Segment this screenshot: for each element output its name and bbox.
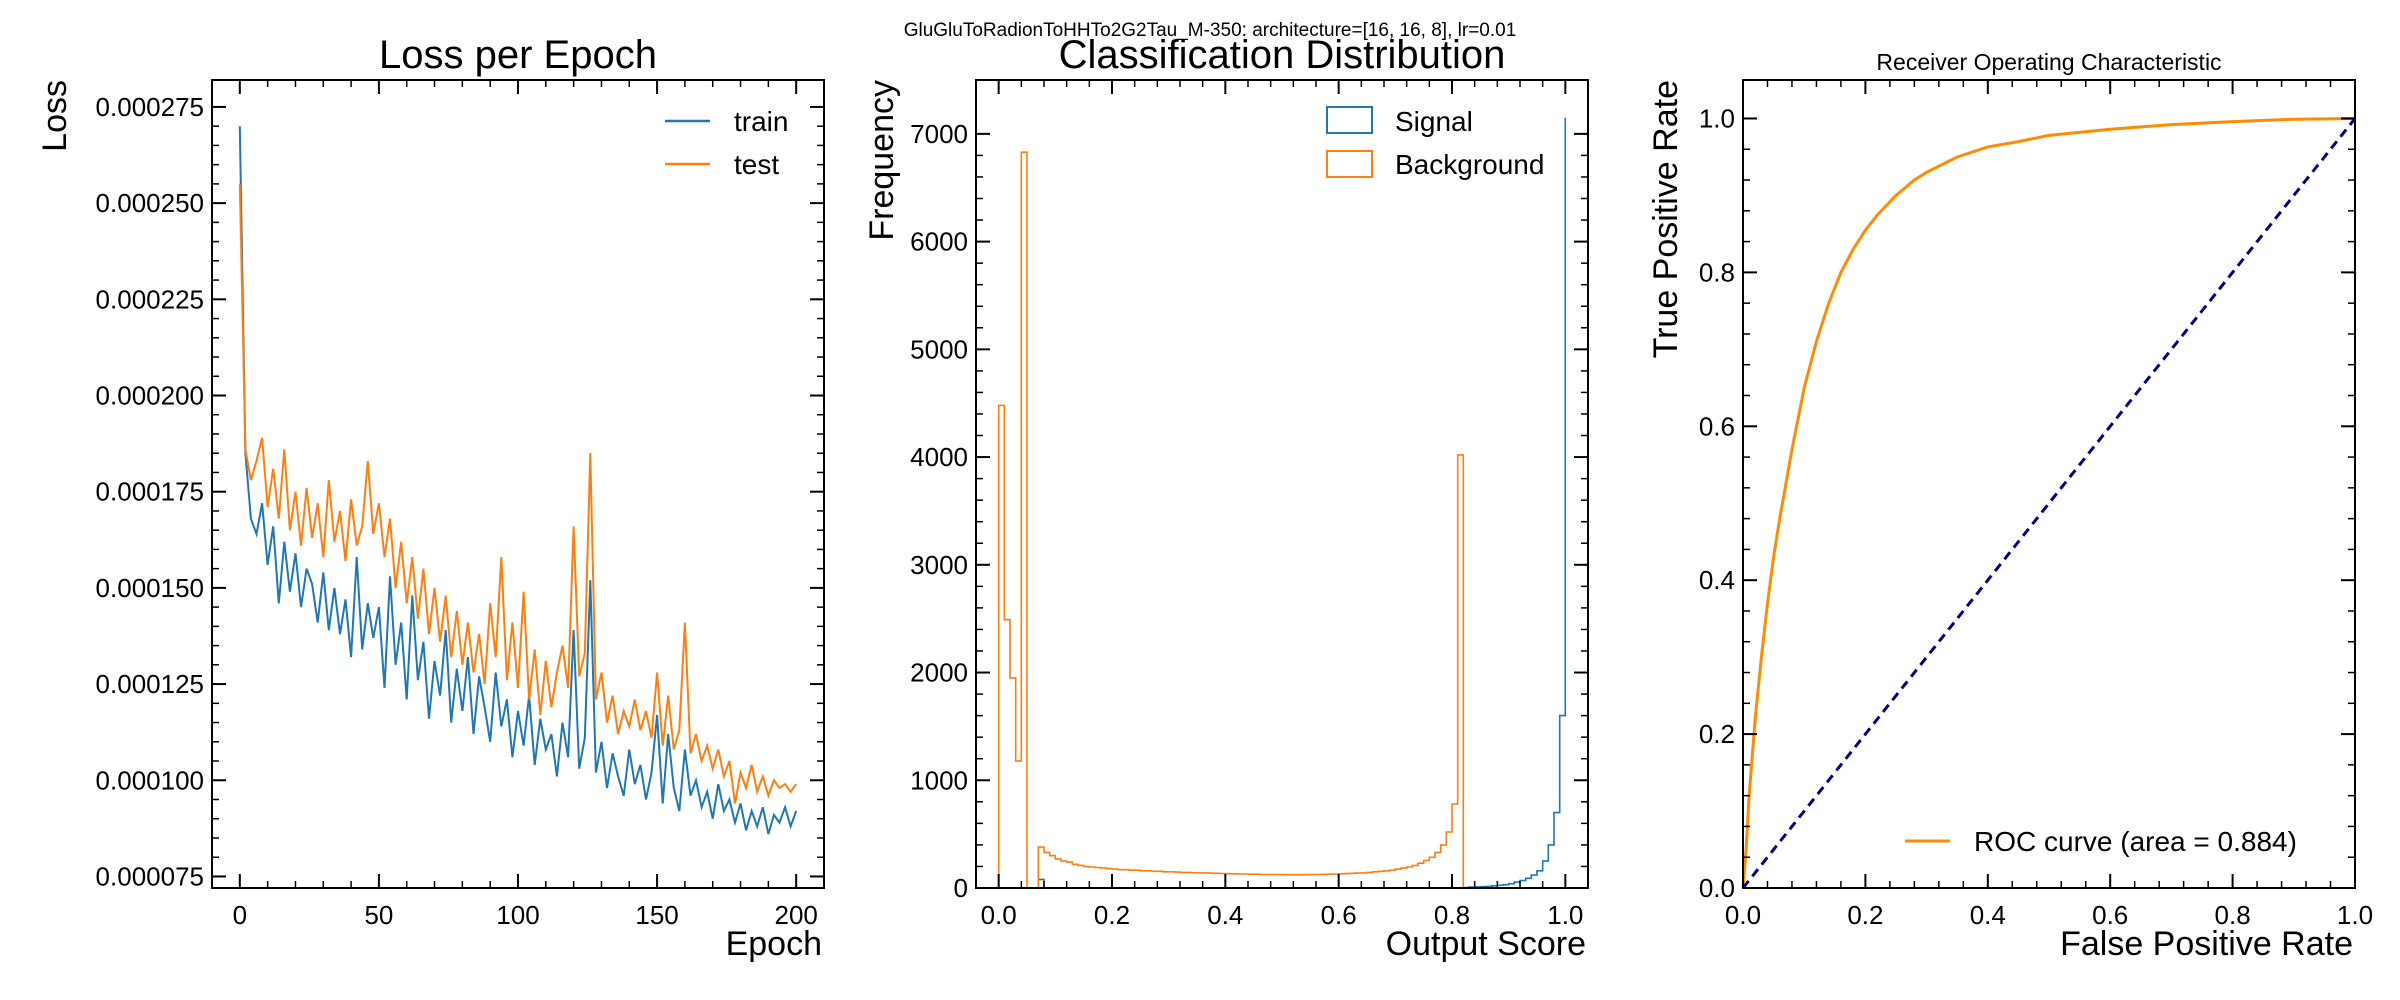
loss-series-train-line — [238, 126, 798, 835]
distribution-ytick-label: 0 — [954, 873, 968, 903]
roc-curves — [1741, 117, 2357, 889]
distribution-xtick-label: 0.4 — [1207, 900, 1243, 930]
loss-ytick-label: 0.000200 — [96, 381, 204, 411]
loss-ylabel: Loss — [36, 80, 74, 152]
loss-xtick-label: 100 — [496, 900, 539, 930]
loss-xtick-label: 200 — [774, 900, 817, 930]
roc-ytick-label: 0.0 — [1699, 873, 1735, 903]
roc-ytick-label: 0.8 — [1699, 257, 1735, 287]
distribution-ytick-label: 7000 — [910, 119, 968, 149]
loss-ytick-label: 0.000125 — [96, 669, 204, 699]
roc-ylabel: True Positive Rate — [1647, 80, 1685, 358]
distribution-title: Classification Distribution — [1059, 33, 1506, 77]
distribution-ytick-label: 1000 — [910, 765, 968, 795]
distribution-ytick-label: 5000 — [910, 334, 968, 364]
distribution-xtick-label: 1.0 — [1547, 900, 1583, 930]
roc-panel: 0.0 0.2 0.4 0.6 0.8 1.0 0.0 0.2 0.4 0.6 0.8 1.0 Rec… — [1647, 49, 2373, 963]
loss-ytick-label: 0.000225 — [96, 284, 204, 314]
legend-test-label: test — [734, 149, 779, 180]
distribution-legend: Signal Background — [1326, 106, 1544, 180]
figure-suptitle: GluGluToRadionToHHTo2G2Tau_M-350: archit… — [904, 20, 1517, 41]
loss-ytick-label: 0.000075 — [96, 861, 204, 891]
distribution-ytick-label: 3000 — [910, 550, 968, 580]
roc-series-roc-line — [1741, 117, 2356, 889]
loss-legend: train test — [665, 106, 788, 180]
distribution-plot-frame — [975, 79, 1589, 889]
roc-legend: ROC curve (area = 0.884) — [1905, 826, 2297, 857]
distribution-ytick-label: 6000 — [910, 227, 968, 257]
distribution-ylabel: Frequency — [863, 80, 901, 241]
roc-xtick-label: 0.6 — [2092, 900, 2128, 930]
loss-series-test-line — [238, 183, 798, 804]
loss-ytick-label: 0.000175 — [96, 477, 204, 507]
legend-signal-label: Signal — [1395, 106, 1473, 137]
loss-xlabel: Epoch — [726, 925, 822, 963]
loss-panel: 0 50 100 150 200 0.000075 0.000100 0.000125 0.00… — [36, 33, 825, 963]
roc-ytick-label: 0.6 — [1699, 411, 1735, 441]
distribution-panel: 0.0 0.2 0.4 0.6 0.8 1.0 0 1000 2000 3000 4000 5000 6… — [863, 33, 1589, 963]
distribution-xtick-label: 0.0 — [981, 900, 1017, 930]
loss-xtick-label: 0 — [233, 900, 247, 930]
roc-ytick-label: 1.0 — [1699, 103, 1735, 133]
legend-background-label: Background — [1395, 149, 1544, 180]
distribution-xlabel: Output Score — [1386, 925, 1586, 963]
legend-roc-label: ROC curve (area = 0.884) — [1974, 826, 2297, 857]
distribution-hist-background — [997, 151, 1566, 889]
loss-title: Loss per Epoch — [379, 33, 657, 77]
legend-train-label: train — [734, 106, 788, 137]
loss-xtick-label: 150 — [635, 900, 678, 930]
legend-signal-swatch — [1326, 106, 1373, 134]
loss-ytick-label: 0.000250 — [96, 188, 204, 218]
roc-xlabel: False Positive Rate — [2060, 925, 2353, 963]
legend-background-swatch — [1326, 150, 1373, 178]
roc-xtick-label: 0.2 — [1847, 900, 1883, 930]
distribution-histograms — [997, 117, 1567, 889]
distribution-xtick-label: 0.8 — [1434, 900, 1470, 930]
roc-xtick-label: 0.0 — [1725, 900, 1761, 930]
distribution-ticks: 0.0 0.2 0.4 0.6 0.8 1.0 0 1000 2000 3000 4000 5000 6… — [910, 80, 1588, 930]
loss-ytick-label: 0.000275 — [96, 92, 204, 122]
distribution-xtick-label: 0.6 — [1321, 900, 1357, 930]
loss-ytick-label: 0.000100 — [96, 765, 204, 795]
roc-ytick-label: 0.2 — [1699, 719, 1735, 749]
loss-gridlayer — [238, 126, 798, 835]
roc-title: Receiver Operating Characteristic — [1876, 49, 2221, 75]
distribution-ytick-label: 2000 — [910, 658, 968, 688]
distribution-hist-signal — [998, 117, 1567, 889]
loss-plot-frame — [211, 79, 825, 889]
distribution-xtick-label: 0.2 — [1094, 900, 1130, 930]
roc-series-diagonal-line — [1741, 117, 2357, 889]
loss-ticks: 0 50 100 150 200 0.000075 0.000100 0.000125 0.00… — [96, 80, 824, 930]
roc-xtick-label: 1.0 — [2337, 900, 2373, 930]
roc-ticks: 0.0 0.2 0.4 0.6 0.8 1.0 0.0 0.2 0.4 0.6 0.8 1.0 — [1699, 80, 2373, 930]
roc-xtick-label: 0.4 — [1970, 900, 2006, 930]
roc-plot-frame — [1742, 79, 2356, 889]
roc-xtick-label: 0.8 — [2215, 900, 2251, 930]
distribution-ytick-label: 4000 — [910, 442, 968, 472]
roc-ytick-label: 0.4 — [1699, 565, 1735, 595]
loss-xtick-label: 50 — [364, 900, 393, 930]
loss-ytick-label: 0.000150 — [96, 573, 204, 603]
